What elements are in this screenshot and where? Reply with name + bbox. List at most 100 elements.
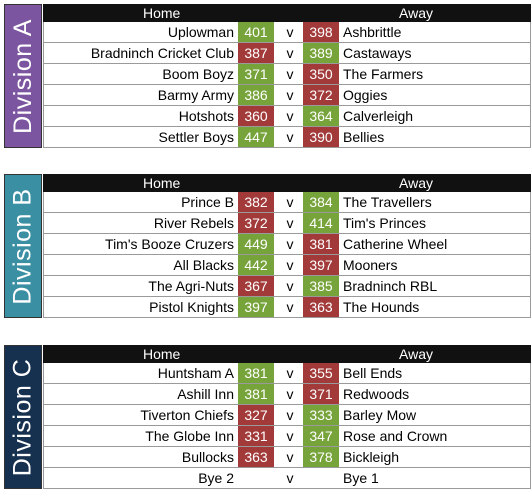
home-score xyxy=(238,468,274,488)
home-score: 372 xyxy=(238,213,274,233)
fixture-row: Pistol Knights 397 v 363 The Hounds xyxy=(43,297,531,318)
versus-label: v xyxy=(286,449,294,465)
away-score: 381 xyxy=(303,234,339,254)
division-label: Division A xyxy=(4,4,42,148)
division-section: Division C Home Away Huntsham A 381 v 355 Bell … xyxy=(4,345,531,489)
versus-label: v xyxy=(286,24,294,40)
away-score: 364 xyxy=(303,106,339,126)
home-team: Tiverton Chiefs xyxy=(140,407,234,423)
table-header: Home Away xyxy=(43,4,531,22)
home-team: Pistol Knights xyxy=(149,299,234,315)
home-team: The Agri-Nuts xyxy=(148,278,234,294)
fixture-row: The Agri-Nuts 367 v 385 Bradninch RBL xyxy=(43,276,531,297)
home-team: Settler Boys xyxy=(158,129,234,145)
fixture-row: Boom Boyz 371 v 350 The Farmers xyxy=(43,64,531,85)
away-header: Away xyxy=(399,346,433,362)
versus-label: v xyxy=(286,66,294,82)
home-header: Home xyxy=(143,175,181,191)
away-team: Bickleigh xyxy=(343,449,400,465)
home-score: 363 xyxy=(238,447,274,467)
home-team: Tim's Booze Cruzers xyxy=(105,236,234,252)
division-name: Division C xyxy=(8,358,37,476)
home-team: Bullocks xyxy=(181,449,234,465)
away-team: Rose and Crown xyxy=(343,428,448,444)
fixture-row: Ashill Inn 381 v 371 Redwoods xyxy=(43,384,531,405)
home-team: The Globe Inn xyxy=(145,428,234,444)
versus-label: v xyxy=(286,108,294,124)
table-header: Home Away xyxy=(43,345,531,363)
fixture-row: Bye 2 v Bye 1 xyxy=(43,468,531,489)
away-score: 363 xyxy=(303,297,339,317)
away-score: 333 xyxy=(303,405,339,425)
table-header: Home Away xyxy=(43,174,531,192)
fixture-row: River Rebels 372 v 414 Tim's Princes xyxy=(43,213,531,234)
away-score: 389 xyxy=(303,43,339,63)
fixture-row: Prince B 382 v 384 The Travellers xyxy=(43,192,531,213)
home-score: 382 xyxy=(238,192,274,212)
home-score: 387 xyxy=(238,43,274,63)
home-team: River Rebels xyxy=(153,215,234,231)
fixture-row: Tiverton Chiefs 327 v 333 Barley Mow xyxy=(43,405,531,426)
away-score: 397 xyxy=(303,255,339,275)
home-team: Barmy Army xyxy=(157,87,234,103)
away-score: 414 xyxy=(303,213,339,233)
home-score: 367 xyxy=(238,276,274,296)
versus-label: v xyxy=(286,386,294,402)
fixtures-table: Home Away Prince B 382 v 384 The Travellers Riv… xyxy=(43,174,531,318)
away-team: Castaways xyxy=(343,45,412,61)
away-score: 371 xyxy=(303,384,339,404)
away-score: 347 xyxy=(303,426,339,446)
fixture-row: Bradninch Cricket Club 387 v 389 Castaways xyxy=(43,43,531,64)
home-score: 381 xyxy=(238,384,274,404)
home-team: Bye 2 xyxy=(198,470,234,486)
fixture-row: Hotshots 360 v 364 Calverleigh xyxy=(43,106,531,127)
away-team: Mooners xyxy=(343,257,398,273)
home-header: Home xyxy=(143,346,181,362)
versus-label: v xyxy=(286,407,294,423)
home-score: 381 xyxy=(238,363,274,383)
versus-label: v xyxy=(286,470,294,486)
fixture-row: Bullocks 363 v 378 Bickleigh xyxy=(43,447,531,468)
home-score: 371 xyxy=(238,64,274,84)
away-team: Catherine Wheel xyxy=(343,236,448,252)
versus-label: v xyxy=(286,215,294,231)
home-team: All Blacks xyxy=(173,257,234,273)
away-team: Ashbrittle xyxy=(343,24,402,40)
fixture-row: Huntsham A 381 v 355 Bell Ends xyxy=(43,363,531,384)
away-score: 390 xyxy=(303,127,339,147)
away-score: 384 xyxy=(303,192,339,212)
home-team: Hotshots xyxy=(178,108,234,124)
away-team: Redwoods xyxy=(343,386,410,402)
away-team: Bradninch RBL xyxy=(343,278,438,294)
home-team: Boom Boyz xyxy=(162,66,234,82)
away-score: 350 xyxy=(303,64,339,84)
away-score: 355 xyxy=(303,363,339,383)
home-score: 401 xyxy=(238,22,274,42)
away-team: Bye 1 xyxy=(343,470,379,486)
home-header: Home xyxy=(143,5,181,21)
home-score: 331 xyxy=(238,426,274,446)
home-team: Prince B xyxy=(181,194,234,210)
away-header: Away xyxy=(399,175,433,191)
fixture-row: Settler Boys 447 v 390 Bellies xyxy=(43,127,531,148)
fixture-row: All Blacks 442 v 397 Mooners xyxy=(43,255,531,276)
away-team: Oggies xyxy=(343,87,388,103)
versus-label: v xyxy=(286,129,294,145)
fixtures-table: Home Away Uplowman 401 v 398 Ashbrittle Bradnin… xyxy=(43,4,531,148)
fixture-row: The Globe Inn 331 v 347 Rose and Crown xyxy=(43,426,531,447)
away-team: Barley Mow xyxy=(343,407,417,423)
versus-label: v xyxy=(286,278,294,294)
away-header: Away xyxy=(399,5,433,21)
division-label: Division C xyxy=(4,345,42,489)
division-label: Division B xyxy=(4,174,42,318)
versus-label: v xyxy=(286,428,294,444)
home-score: 327 xyxy=(238,405,274,425)
away-team: The Farmers xyxy=(343,66,424,82)
division-name: Division A xyxy=(8,18,37,134)
division-section: Division B Home Away Prince B 382 v 384 The Tra… xyxy=(4,174,531,318)
versus-label: v xyxy=(286,87,294,103)
home-team: Huntsham A xyxy=(157,365,234,381)
division-name: Division B xyxy=(8,187,37,305)
away-team: Tim's Princes xyxy=(343,215,427,231)
versus-label: v xyxy=(286,257,294,273)
